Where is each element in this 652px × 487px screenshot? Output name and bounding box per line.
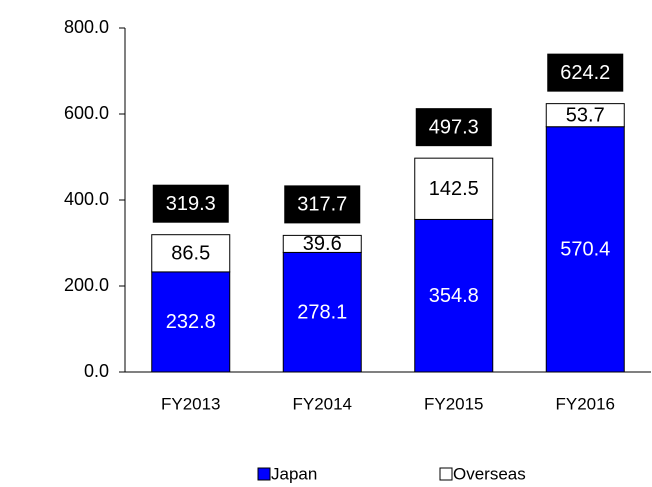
- x-tick-label: FY2015: [424, 394, 484, 413]
- value-label: 570.4: [560, 239, 610, 261]
- y-tick-label: 200.0: [64, 275, 109, 295]
- bar-segment: [151, 271, 231, 373]
- legend-label: Japan: [271, 464, 317, 483]
- total-box: [415, 108, 492, 147]
- value-label: 354.8: [429, 285, 479, 307]
- value-label: 53.7: [566, 104, 605, 126]
- bar-segment: [545, 126, 625, 373]
- y-tick-label: 400.0: [64, 189, 109, 209]
- total-label: 317.7: [297, 194, 347, 216]
- value-label: 142.5: [429, 178, 479, 200]
- bar-segment: [414, 157, 494, 220]
- legend-label: Overseas: [453, 464, 526, 483]
- bar-segment: [414, 218, 494, 373]
- total-box: [284, 185, 361, 224]
- y-tick-label: 600.0: [64, 103, 109, 123]
- value-label: 39.6: [303, 233, 342, 255]
- x-tick-label: FY2014: [292, 394, 352, 413]
- total-label: 319.3: [166, 193, 216, 215]
- y-tick-label: 800.0: [64, 17, 109, 37]
- total-box: [152, 184, 229, 223]
- value-label: 278.1: [297, 301, 347, 323]
- y-tick-label: 0.0: [84, 361, 109, 381]
- total-label: 624.2: [560, 62, 610, 84]
- bar-segment: [545, 103, 625, 128]
- legend-swatch: [257, 467, 271, 481]
- x-tick-label: FY2016: [555, 394, 615, 413]
- bar-segment: [282, 251, 362, 373]
- legend-swatch: [439, 467, 453, 481]
- total-box: [547, 53, 624, 92]
- value-label: 232.8: [166, 311, 216, 333]
- x-tick-label: FY2013: [161, 394, 221, 413]
- value-label: 86.5: [171, 243, 210, 265]
- total-label: 497.3: [429, 116, 479, 138]
- bar-segment: [282, 234, 362, 253]
- bar-segment: [151, 234, 231, 273]
